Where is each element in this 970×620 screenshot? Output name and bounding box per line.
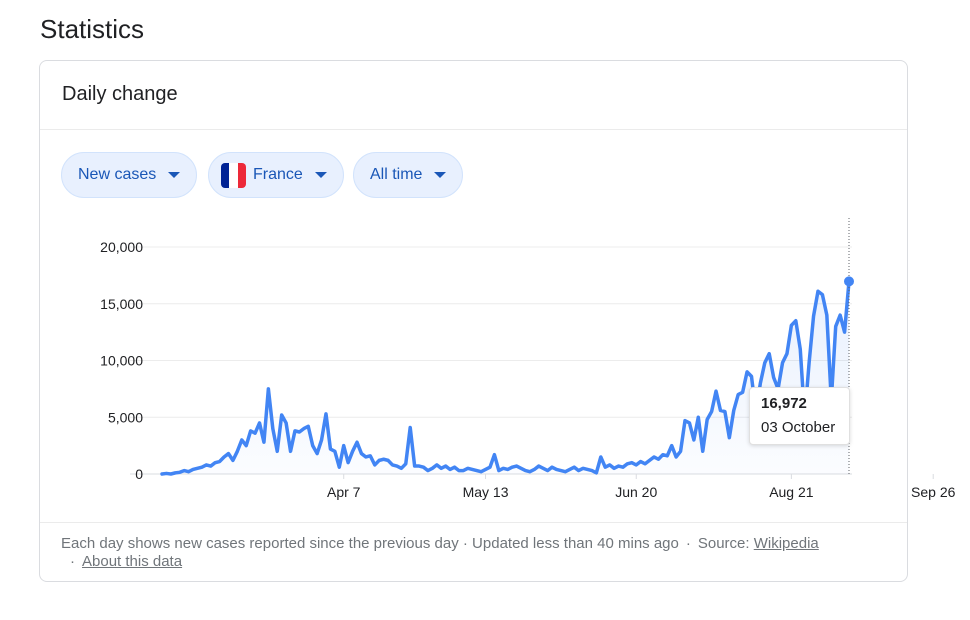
metric-dropdown[interactable]: New cases — [61, 152, 198, 198]
card-divider — [40, 129, 907, 130]
tooltip-date: 03 October — [761, 419, 836, 436]
source-link[interactable]: Wikipedia — [753, 535, 819, 552]
country-dropdown[interactable]: France — [208, 152, 344, 198]
footer-separator: · — [70, 553, 75, 570]
caret-down-icon — [168, 172, 181, 178]
hover-point[interactable] — [844, 276, 854, 287]
metric-dropdown-label: New cases — [78, 166, 157, 183]
x-tick-label: Sep 26 — [911, 484, 956, 500]
series-line — [160, 279, 851, 476]
y-tick-label: 10,000 — [100, 353, 143, 369]
x-tick-label: Aug 21 — [769, 484, 814, 500]
about-data-link[interactable]: About this data — [82, 553, 183, 570]
time-range-dropdown[interactable]: All time — [353, 152, 464, 198]
footer: Each day shows new cases reported since … — [61, 535, 891, 571]
source-label: Source: — [697, 535, 750, 552]
flag-stripe — [221, 162, 230, 188]
y-tick-label: 15,000 — [100, 296, 143, 312]
card-title: Daily change — [62, 83, 178, 105]
caret-down-icon — [434, 172, 447, 178]
x-tick-label: May 13 — [463, 484, 509, 500]
y-tick-label: 5,000 — [108, 409, 143, 425]
series-area — [162, 281, 849, 474]
caret-down-icon — [314, 172, 327, 178]
footer-separator: · — [685, 535, 691, 552]
x-tick-label: Apr 7 — [327, 484, 361, 500]
country-dropdown-label: France — [253, 166, 303, 183]
y-tick-label: 0 — [135, 466, 143, 482]
statistics-card: Daily change New cases France All time — [39, 60, 908, 582]
flag-stripe — [229, 162, 238, 188]
tooltip-value: 16,972 — [761, 395, 807, 412]
x-tick-label: Jun 20 — [615, 484, 657, 500]
footer-description: Each day shows new cases reported since … — [61, 535, 679, 552]
page-title: Statistics — [40, 14, 145, 44]
footer-divider — [40, 522, 907, 523]
chart-tooltip: 16,972 03 October — [749, 387, 850, 445]
daily-change-chart[interactable]: 0 5,000 10,000 15,000 20,000 Apr 7 May 13 Jun … — [0, 0, 970, 520]
time-range-dropdown-label: All time — [370, 166, 423, 183]
y-tick-label: 20,000 — [100, 239, 143, 255]
flag-stripe — [237, 162, 246, 188]
france-flag-icon — [221, 162, 246, 188]
